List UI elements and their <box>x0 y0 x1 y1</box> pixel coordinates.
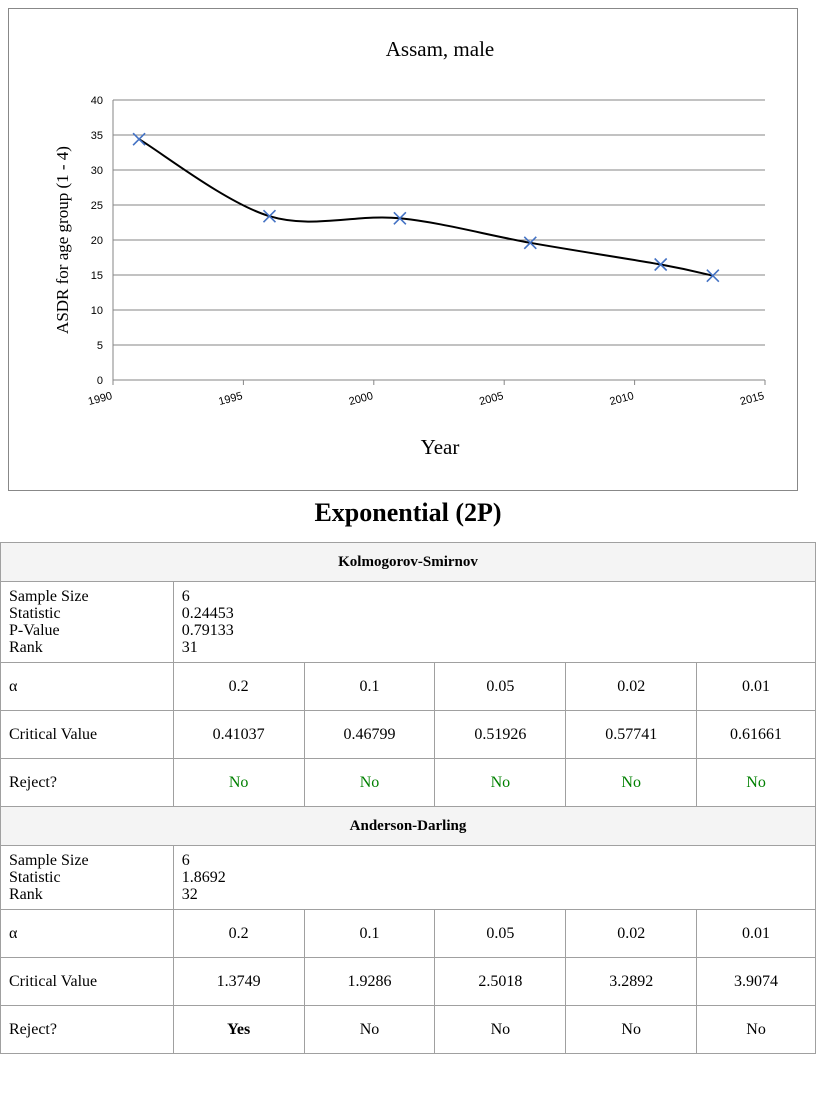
stat-label: Rank <box>9 886 43 903</box>
y-axis-label: ASDR for age group (1 - 4) <box>53 146 72 334</box>
y-tick-label: 20 <box>91 235 103 247</box>
alphas-cell: 0.02 <box>565 909 698 958</box>
chart-frame <box>8 8 798 491</box>
results-table: Kolmogorov-Smirnov Sample Size Statistic P-… <box>0 542 816 1054</box>
reject-cell: No <box>303 1005 436 1054</box>
row: α 0.2 0.1 0.05 0.02 0.01 <box>0 909 816 958</box>
row: Critical Value 1.3749 1.9286 2.5018 3.2892 3.… <box>0 957 816 1006</box>
reject-cell: No <box>696 1005 816 1054</box>
alphas-cell: 0.1 <box>303 909 436 958</box>
row-label: Reject? <box>0 1005 174 1054</box>
row: Reject? No No No No No <box>0 758 816 807</box>
critical-cell: 0.46799 <box>303 710 436 759</box>
critical-cell: 2.5018 <box>434 957 567 1006</box>
critical-cell: 0.51926 <box>434 710 567 759</box>
stat-label: Statistic <box>9 605 61 622</box>
trend-line <box>138 138 714 277</box>
alphas-cell: 0.02 <box>565 662 698 711</box>
alphas-cell: 0.2 <box>172 909 305 958</box>
stat-value: 32 <box>181 886 198 903</box>
critical-cell: 0.61661 <box>696 710 816 759</box>
row-label: Reject? <box>0 758 174 807</box>
heading: Exponential (2P) <box>314 498 502 527</box>
data-point <box>523 236 537 250</box>
critical-cell: 1.3749 <box>172 957 305 1006</box>
alphas-cell: 0.05 <box>434 909 567 958</box>
reject-cell: No <box>434 758 567 807</box>
stat-value: 0.79133 <box>181 622 234 639</box>
row: Critical Value 0.41037 0.46799 0.51926 0.577… <box>0 710 816 759</box>
alphas-cell: 0.1 <box>303 662 436 711</box>
critical-cell: 1.9286 <box>303 957 436 1006</box>
row-label: Critical Value <box>0 957 174 1006</box>
row-label: α <box>0 909 174 958</box>
stat-labels: Sample Size Statistic Rank <box>0 845 174 910</box>
y-tick-label: 35 <box>91 130 103 142</box>
y-tick-label: 5 <box>97 340 103 352</box>
data-point <box>262 209 277 223</box>
critical-cell: 0.41037 <box>172 710 305 759</box>
critical-cell: 3.2892 <box>565 957 698 1006</box>
reject-cell: No <box>434 1005 567 1054</box>
y-tick-label: 30 <box>91 165 103 177</box>
header-row: Kolmogorov-Smirnov <box>0 542 816 582</box>
reject-cell: No <box>565 1005 698 1054</box>
y-tick-label: 25 <box>91 200 103 212</box>
row-label: α <box>0 662 174 711</box>
chart-title: Assam, male <box>386 37 494 61</box>
stat-value: 6 <box>181 852 190 869</box>
data-point <box>654 257 668 272</box>
critical-cell: 0.57741 <box>565 710 698 759</box>
alphas-cell: 0.05 <box>434 662 567 711</box>
stat-value: 0.24453 <box>181 605 234 622</box>
y-tick-label: 10 <box>91 305 103 317</box>
stat-labels: Sample Size Statistic P-Value Rank <box>0 581 174 663</box>
test-name: Anderson-Darling <box>0 806 816 846</box>
stat-label: Sample Size <box>9 588 89 605</box>
alphas-cell: 0.01 <box>696 909 816 958</box>
stat-label: Rank <box>9 639 43 656</box>
row: Reject? Yes No No No No <box>0 1005 816 1054</box>
x-axis-label: Year <box>421 435 460 459</box>
header-row: Anderson-Darling <box>0 806 816 846</box>
stat-label: Statistic <box>9 869 61 886</box>
reject-cell: No <box>565 758 698 807</box>
stat-value: 1.8692 <box>181 869 226 886</box>
stat-values: 6 0.24453 0.79133 31 <box>172 581 816 663</box>
stat-values: 6 1.8692 32 <box>172 845 816 910</box>
y-tick-label: 0 <box>97 375 103 387</box>
row: α 0.2 0.1 0.05 0.02 0.01 <box>0 662 816 711</box>
y-tick-label: 15 <box>91 270 103 282</box>
stat-value: 6 <box>181 588 190 605</box>
data-point <box>393 211 407 225</box>
stat-label: Sample Size <box>9 852 89 869</box>
chart: Assam, male Year ASDR for age group (1 -… <box>8 8 798 491</box>
y-tick-label: 40 <box>91 95 103 107</box>
data-point <box>706 269 720 283</box>
critical-cell: 3.9074 <box>696 957 816 1006</box>
reject-cell: No <box>696 758 816 807</box>
data-point <box>132 132 146 146</box>
row-label: Critical Value <box>0 710 174 759</box>
stats-row: Sample Size Statistic P-Value Rank 6 0.24453 0… <box>0 581 816 663</box>
stat-label: P-Value <box>9 622 60 639</box>
alphas-cell: 0.01 <box>696 662 816 711</box>
reject-cell: No <box>172 758 305 807</box>
stats-row: Sample Size Statistic Rank 6 1.8692 32 <box>0 845 816 910</box>
stat-value: 31 <box>181 639 198 656</box>
test-name: Kolmogorov-Smirnov <box>0 542 816 582</box>
alphas-cell: 0.2 <box>172 662 305 711</box>
reject-cell: No <box>303 758 436 807</box>
reject-cell: Yes <box>172 1005 305 1054</box>
